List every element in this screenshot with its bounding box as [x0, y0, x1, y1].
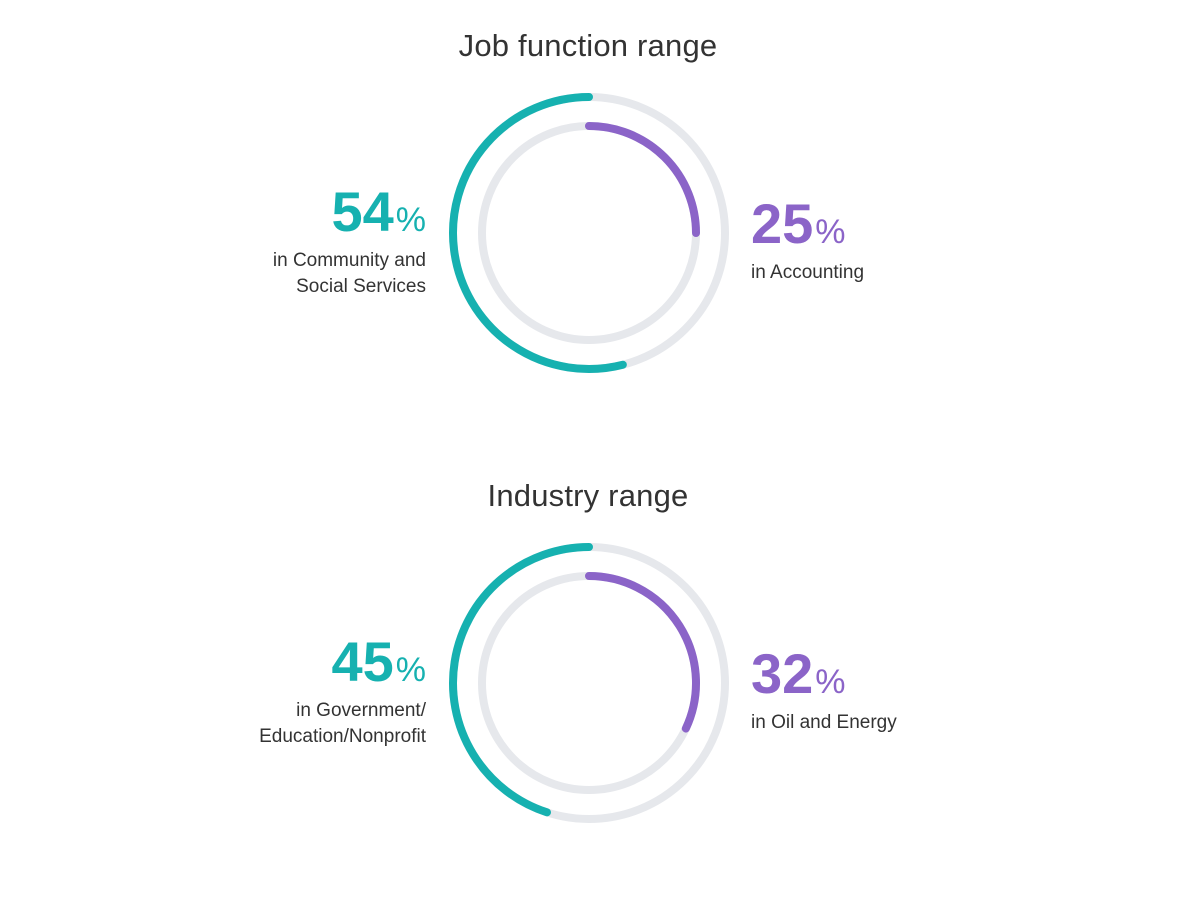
stat-inner-value: 32 [751, 642, 814, 705]
inner-ring-arc [585, 122, 700, 237]
job-function-chart: Job function range 54% in Community and … [0, 0, 1200, 440]
stat-outer: 45% in Government/ Education/Nonprofit [259, 634, 426, 750]
chart-title: Industry range [487, 478, 689, 513]
stat-inner-unit: % [815, 663, 846, 701]
stat-outer-label-line-1: in Community and [272, 250, 426, 271]
stat-outer-label-line-1: in Government/ [296, 700, 426, 721]
stat-inner-label-line-1: in Oil and Energy [751, 712, 897, 733]
industry-chart: Industry range 45% in Government/ Educat… [0, 450, 1200, 890]
outer-ring-arc [449, 543, 593, 817]
stat-outer-value: 45 [331, 630, 394, 693]
stat-inner-value: 25 [751, 192, 814, 255]
stat-inner-unit: % [815, 213, 846, 251]
stat-outer-unit: % [395, 651, 426, 689]
outer-ring-arc [449, 93, 627, 373]
stat-outer-value: 54 [331, 180, 394, 243]
stat-outer-unit: % [395, 201, 426, 239]
stat-inner: 25% in Accounting [751, 196, 865, 286]
industry-rings [449, 543, 729, 823]
stat-outer: 54% in Community and Social Services [272, 184, 426, 300]
stat-inner: 32% in Oil and Energy [751, 646, 897, 736]
chart-title: Job function range [458, 28, 718, 63]
stat-outer-label-line-2: Social Services [296, 276, 426, 297]
inner-ring-arc [585, 572, 700, 733]
stat-outer-label-line-2: Education/Nonprofit [259, 726, 426, 747]
job-function-rings [449, 93, 729, 373]
stat-inner-label-line-1: in Accounting [751, 262, 865, 283]
